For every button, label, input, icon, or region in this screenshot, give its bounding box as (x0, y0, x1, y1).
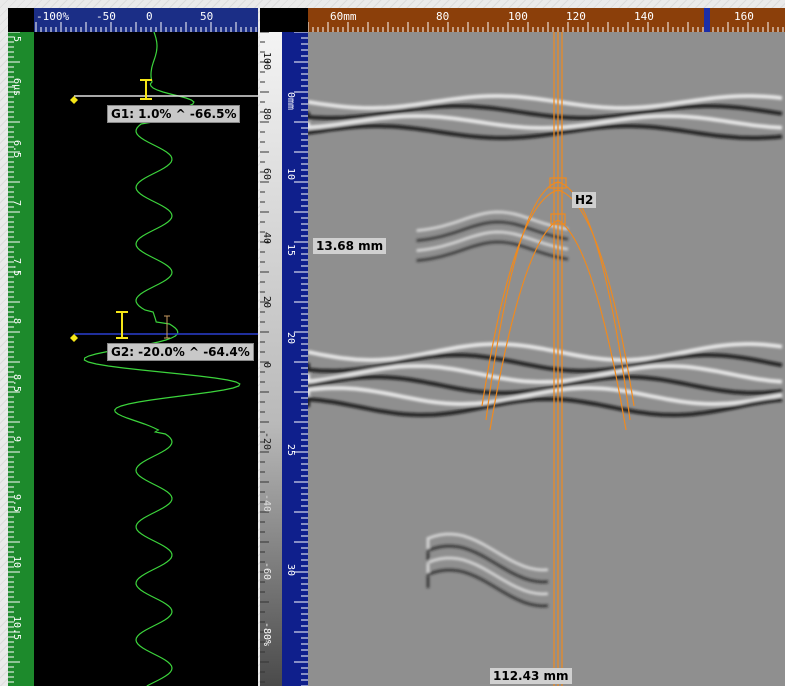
bscan-amp-label: 80 (261, 108, 272, 121)
hyperbola-h2-label: H2 (572, 192, 597, 208)
ascan-time-ruler[interactable]: 5 6μs 6.5 7 7.5 8 8.5 9 9.5 10 10.5 (8, 32, 34, 686)
bscan-amp-label: 60 (261, 168, 272, 181)
gate-g2-marker[interactable] (70, 334, 78, 342)
gate-g2-cursor[interactable] (116, 311, 128, 339)
bscan-amplitude-ruler-ticks (260, 32, 269, 683)
depth-measurement: 13.68 mm (313, 238, 387, 254)
ascan-panel[interactable]: -100% -50 0 50 5 6μs 6.5 7 7.5 8 8.5 9 9… (8, 8, 258, 686)
bscan-position-cursor[interactable] (704, 8, 710, 32)
ascan-ruler-label: -50 (96, 10, 116, 23)
bscan-depth-label: 30 (285, 564, 296, 577)
gate-g1-marker[interactable] (70, 96, 78, 104)
hyperbola-overlay[interactable] (308, 32, 785, 686)
bscan-depth-label: 25 (285, 444, 296, 457)
ascan-amplitude-ruler[interactable]: -100% -50 0 50 (34, 8, 258, 32)
bscan-position-label: 60mm (330, 10, 357, 23)
ascan-time-label: 9 (11, 436, 22, 443)
ascan-time-label: 9.5 (11, 494, 22, 513)
bscan-panel[interactable]: 60mm 80 100 120 140 160 100 80 60 40 20 … (260, 8, 785, 686)
bscan-amp-label: -60 (261, 562, 272, 581)
ascan-time-label: 7.5 (11, 258, 22, 277)
gate-g2-ref-cursor (164, 315, 170, 339)
bscan-depth-label: 20 (285, 332, 296, 345)
ascan-ruler-label: 50 (200, 10, 214, 23)
bscan-amp-label: 0 (261, 362, 272, 369)
bscan-position-label: 140 (634, 10, 654, 23)
hyperbola-h2[interactable] (481, 32, 635, 686)
ascan-time-label: 8.5 (11, 374, 22, 393)
bscan-amp-label: 100 (261, 52, 272, 71)
position-measurement: 112.43 mm (490, 668, 572, 684)
bscan-image[interactable]: H2 13.68 mm 112.43 mm (308, 32, 785, 686)
ascan-time-label: 8 (11, 318, 22, 325)
bscan-amp-label: 20 (261, 296, 272, 309)
ascan-time-ruler-ticks (8, 32, 20, 683)
bscan-position-ruler[interactable]: 60mm 80 100 120 140 160 (308, 8, 785, 32)
ascan-time-label: 6.5 (11, 140, 22, 159)
bscan-depth-ruler-ticks (294, 32, 308, 686)
bscan-depth-ruler[interactable]: 0mm 10 15 20 25 30 (282, 32, 308, 686)
bscan-depth-label: 10 (285, 168, 296, 181)
bscan-amplitude-color-ruler[interactable]: 100 80 60 40 20 0 -20 -40 -60 -80% (260, 32, 282, 686)
ascan-time-label: 6μs (11, 78, 22, 97)
bscan-amp-label: 40 (261, 232, 272, 245)
bscan-radargram (308, 94, 783, 608)
ascan-ruler-label: -100% (36, 10, 70, 23)
bscan-depth-label: 0mm (285, 92, 296, 111)
bscan-amp-label: -40 (261, 494, 272, 513)
bscan-position-label: 120 (566, 10, 586, 23)
bscan-amp-label: -20 (261, 432, 272, 451)
ascan-time-label: 10.5 (11, 616, 22, 641)
bscan-amp-label: -80% (261, 622, 272, 647)
bscan-position-ruler-ticks (308, 8, 784, 32)
ascan-amplitude-ruler-ticks (35, 22, 257, 32)
ascan-ruler-label: 0 (146, 10, 153, 23)
gate-g2-label: G2: -20.0% ^ -64.4% (107, 343, 254, 361)
ascan-waveform-area[interactable] (34, 32, 258, 686)
gate-g1-cursor[interactable] (140, 79, 152, 100)
gate-g1-label: G1: 1.0% ^ -66.5% (107, 105, 241, 123)
bscan-depth-label: 15 (285, 244, 296, 257)
ascan-time-label: 10 (11, 556, 22, 569)
ascan-time-label: 7 (11, 200, 22, 207)
ascan-waveform (83, 32, 241, 686)
bscan-position-label: 80 (436, 10, 450, 23)
ascan-time-label: 5 (11, 36, 22, 43)
bscan-position-label: 100 (508, 10, 528, 23)
bscan-position-label: 160 (734, 10, 754, 23)
